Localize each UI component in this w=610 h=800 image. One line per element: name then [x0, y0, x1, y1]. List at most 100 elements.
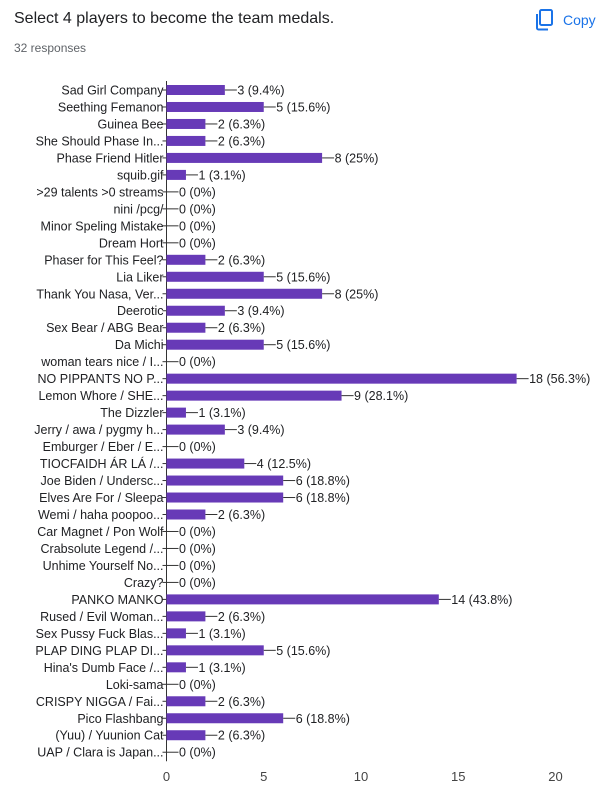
category-label: Thank You Nasa, Ver... — [36, 287, 163, 301]
data-label: 8 (25%) — [335, 287, 379, 301]
category-label: Rused / Evil Woman... — [40, 610, 163, 624]
data-label: 0 (0%) — [179, 219, 216, 233]
category-label: Da Michi — [115, 338, 164, 352]
bar — [166, 713, 284, 724]
category-label: Minor Speling Mistake — [41, 219, 164, 233]
data-label: 2 (6.3%) — [218, 508, 265, 522]
bar — [166, 611, 206, 622]
category-label: PANKO MANKO — [71, 593, 163, 607]
category-label: Loki-sama — [106, 678, 164, 692]
category-label: Emburger / Eber / E... — [43, 440, 164, 454]
category-label: woman tears nice / I... — [40, 355, 163, 369]
copy-button[interactable]: Copy — [535, 6, 596, 34]
bar — [166, 645, 264, 656]
data-label: 0 (0%) — [179, 525, 216, 539]
data-label: 2 (6.3%) — [218, 610, 265, 624]
category-label: Joe Biden / Undersc... — [41, 474, 164, 488]
category-label: Pico Flashbang — [77, 712, 163, 726]
bar — [166, 509, 206, 520]
data-label: 18 (56.3%) — [529, 372, 590, 386]
data-label: 5 (15.6%) — [276, 338, 330, 352]
category-label: Sex Bear / ABG Bear — [46, 321, 163, 335]
data-label: 6 (18.8%) — [296, 712, 350, 726]
data-label: 3 (9.4%) — [237, 304, 284, 318]
category-label: Dream Hort — [99, 236, 164, 250]
data-label: 2 (6.3%) — [218, 134, 265, 148]
bar — [166, 390, 342, 401]
bar — [166, 85, 225, 95]
category-label: PLAP DING PLAP DI... — [35, 644, 163, 658]
data-label: 5 (15.6%) — [276, 100, 330, 114]
bar — [166, 305, 225, 316]
bar — [166, 458, 245, 469]
category-label: The Dizzler — [100, 406, 163, 420]
data-label: 2 (6.3%) — [218, 729, 265, 743]
data-label: 0 (0%) — [179, 678, 216, 692]
category-label: NO PIPPANTS NO P... — [38, 372, 164, 386]
bar — [166, 730, 206, 741]
data-label: 1 (3.1%) — [198, 627, 245, 641]
data-label: 0 (0%) — [179, 542, 216, 556]
data-label: 9 (28.1%) — [354, 389, 408, 403]
bar — [166, 169, 186, 180]
data-label: 0 (0%) — [179, 355, 216, 369]
data-label: 1 (3.1%) — [198, 406, 245, 420]
data-label: 3 (9.4%) — [237, 423, 284, 437]
copy-label: Copy — [563, 12, 596, 28]
data-label: 4 (12.5%) — [257, 457, 311, 471]
data-label: 3 (9.4%) — [237, 84, 284, 98]
bar — [166, 339, 264, 350]
category-label: Deerotic — [117, 304, 164, 318]
category-label: Sad Girl Company — [61, 84, 164, 98]
category-label: CRISPY NIGGA / Fai... — [36, 695, 164, 709]
category-label: She Should Phase In... — [36, 134, 164, 148]
bar — [166, 475, 284, 486]
category-label: Crazy? — [124, 576, 164, 590]
bar — [166, 628, 186, 639]
data-label: 5 (15.6%) — [276, 270, 330, 284]
bar — [166, 118, 206, 129]
x-tick-label: 10 — [354, 769, 368, 784]
category-label: TIOCFAIDH ÁR LÁ /... — [40, 456, 164, 471]
category-label: Lemon Whore / SHE... — [38, 389, 163, 403]
data-label: 6 (18.8%) — [296, 474, 350, 488]
data-label: 0 (0%) — [179, 202, 216, 216]
bar — [166, 271, 264, 282]
category-label: Jerry / awa / pygmy h... — [34, 423, 163, 437]
data-label: 0 (0%) — [179, 559, 216, 573]
category-label: (Yuu) / Yuunion Cat — [55, 729, 164, 743]
category-label: Car Magnet / Pon Wolf — [37, 525, 164, 539]
category-label: Wemi / haha poopoo... — [38, 508, 164, 522]
bar — [166, 373, 517, 384]
category-label: nini /pcg/ — [113, 202, 164, 216]
category-label: Elves Are For / Sleepa — [39, 491, 163, 505]
category-label: Guinea Bee — [97, 117, 163, 131]
bar — [166, 696, 206, 707]
data-label: 14 (43.8%) — [451, 593, 512, 607]
data-label: 2 (6.3%) — [218, 117, 265, 131]
x-tick-label: 0 — [163, 769, 170, 784]
bar — [166, 152, 323, 163]
x-tick-label: 20 — [548, 769, 562, 784]
response-count: 32 responses — [14, 41, 87, 55]
data-label: 2 (6.3%) — [218, 253, 265, 267]
data-label: 0 (0%) — [179, 236, 216, 250]
x-tick-label: 15 — [451, 769, 465, 784]
bar — [166, 662, 186, 673]
data-label: 0 (0%) — [179, 440, 216, 454]
category-label: Crabsolute Legend /... — [41, 542, 164, 556]
data-label: 5 (15.6%) — [276, 644, 330, 658]
bar — [166, 101, 264, 112]
category-label: Sex Pussy Fuck Blas... — [36, 627, 164, 641]
category-label: UAP / Clara is Japan... — [37, 746, 163, 760]
category-label: Phase Friend Hitler — [57, 151, 164, 165]
copy-icon — [536, 9, 553, 31]
data-label: 2 (6.3%) — [218, 695, 265, 709]
category-label: Unhime Yourself No... — [43, 559, 164, 573]
data-label: 0 (0%) — [179, 746, 216, 760]
x-tick-label: 5 — [260, 769, 267, 784]
category-label: >29 talents >0 streams — [36, 185, 163, 199]
category-label: Lia Liker — [116, 270, 163, 284]
bar — [166, 594, 439, 605]
